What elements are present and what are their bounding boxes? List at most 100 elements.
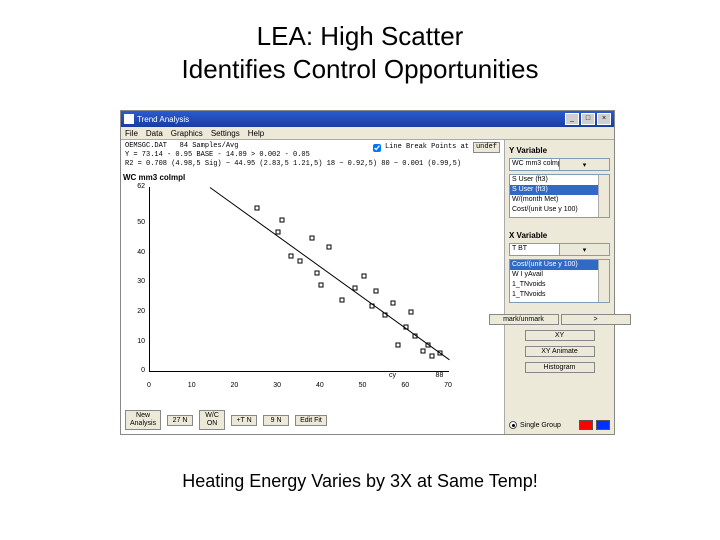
new-analysis-button[interactable]: NewAnalysis (125, 410, 161, 430)
color-swatch-1[interactable] (579, 420, 593, 430)
color-swatch-2[interactable] (596, 420, 610, 430)
menu-data[interactable]: Data (146, 129, 163, 138)
x-tick: 50 (355, 382, 371, 389)
info-stats: R2 = 0.708 (4.98,5 Sig) ~ 44.95 (2.83,5 … (125, 160, 500, 169)
data-point[interactable] (314, 271, 319, 276)
slide-caption: Heating Energy Varies by 3X at Same Temp… (0, 471, 720, 492)
group-radio-row: Single Group (509, 420, 610, 430)
x-label-extra: cy (384, 372, 400, 379)
x-var-combo[interactable]: T BT ▾ (509, 243, 610, 256)
x-tick: 10 (184, 382, 200, 389)
chevron-down-icon: ▾ (559, 244, 609, 255)
break-label: Line Break Points at (385, 143, 469, 152)
data-point[interactable] (421, 348, 426, 353)
app-icon (124, 114, 134, 124)
y-axis-label: WC mm3 colmpl (123, 173, 185, 182)
app-window: Trend Analysis _ □ × File Data Graphics … (120, 110, 615, 435)
title-line1: LEA: High Scatter (257, 21, 464, 51)
mark-next-button[interactable]: > (561, 314, 631, 325)
x-tick: 60 (397, 382, 413, 389)
data-point[interactable] (288, 253, 293, 258)
data-point[interactable] (276, 229, 281, 234)
x-tick: 0 (141, 382, 157, 389)
title-line2: Identifies Control Opportunities (182, 54, 539, 84)
y-tick: 20 (131, 308, 145, 315)
list-item[interactable]: S User (ft3) (510, 175, 598, 185)
y-tick: 0 (131, 367, 145, 374)
histogram-button[interactable]: Histogram (525, 362, 595, 373)
scrollbar[interactable] (598, 260, 609, 302)
list-item[interactable]: S User (ft3) (510, 185, 598, 195)
bottom-controls: NewAnalysis 27 N W/CON +T N 9 N Edit Fit (125, 410, 327, 430)
y-tick: 10 (131, 338, 145, 345)
data-point[interactable] (318, 283, 323, 288)
info-file: OEMSGC.DAT (125, 142, 167, 150)
x-tick: 20 (226, 382, 242, 389)
regression-line (210, 187, 450, 360)
y-tick: 30 (131, 278, 145, 285)
list-item[interactable]: Cost/(unit Use y 100) (510, 205, 598, 215)
menu-help[interactable]: Help (248, 129, 264, 138)
y-var-listbox[interactable]: S User (ft3) S User (ft3) W/(month Met) … (509, 174, 610, 218)
y-tick: 62 (131, 183, 145, 190)
y-var-combo-value: WC mm3 colmpl (510, 159, 559, 170)
titlebar[interactable]: Trend Analysis _ □ × (121, 111, 614, 127)
list-item[interactable]: Cost/(unit Use y 100) (510, 260, 598, 270)
data-point[interactable] (340, 298, 345, 303)
data-point[interactable] (280, 217, 285, 222)
edit-fit-button[interactable]: Edit Fit (295, 415, 327, 426)
x-tick: 30 (269, 382, 285, 389)
list-item[interactable]: W/(month Met) (510, 195, 598, 205)
data-point[interactable] (310, 235, 315, 240)
info-block: OEMSGC.DAT 84 Samples/Avg Line Break Poi… (125, 142, 500, 169)
menu-settings[interactable]: Settings (211, 129, 240, 138)
maximize-button[interactable]: □ (581, 113, 595, 125)
list-item[interactable]: 1_TNvoids (510, 290, 598, 300)
data-point[interactable] (408, 309, 413, 314)
scatter-plot[interactable] (149, 187, 449, 372)
radio-label: Single Group (520, 422, 561, 429)
data-point[interactable] (429, 354, 434, 359)
chevron-down-icon: ▾ (559, 159, 609, 170)
wc-on-button[interactable]: W/CON (199, 410, 225, 430)
spin3[interactable]: 9 N (263, 415, 289, 426)
info-samples: 84 Samples/Avg (180, 142, 239, 150)
x-tick: 70 (440, 382, 456, 389)
spin2[interactable]: +T N (231, 415, 257, 426)
menu-file[interactable]: File (125, 129, 138, 138)
window-title: Trend Analysis (137, 115, 189, 124)
data-point[interactable] (391, 301, 396, 306)
list-item[interactable]: W I yAvail (510, 270, 598, 280)
close-button[interactable]: × (597, 113, 611, 125)
x-tick: 40 (312, 382, 328, 389)
scrollbar[interactable] (598, 175, 609, 217)
xy-button[interactable]: XY (525, 330, 595, 341)
y-var-label: Y Variable (509, 146, 610, 155)
x-var-listbox[interactable]: Cost/(unit Use y 100) W I yAvail 1_TNvoi… (509, 259, 610, 303)
data-point[interactable] (374, 289, 379, 294)
break-checkbox[interactable] (373, 144, 381, 152)
data-point[interactable] (254, 206, 259, 211)
radio-single-group[interactable] (509, 421, 517, 429)
data-point[interactable] (361, 274, 366, 279)
slide-title: LEA: High Scatter Identifies Control Opp… (0, 0, 720, 85)
xy-animate-button[interactable]: XY Animate (525, 346, 595, 357)
x-var-label: X Variable (509, 231, 610, 240)
spin1[interactable]: 27 N (167, 415, 193, 426)
menubar: File Data Graphics Settings Help (121, 127, 614, 140)
y-tick: 50 (131, 219, 145, 226)
y-var-combo[interactable]: WC mm3 colmpl ▾ (509, 158, 610, 171)
chart-area: WC mm3 colmpl 0 10 20 30 40 50 62 0 10 20 30 40 50 60… (125, 173, 465, 393)
data-point[interactable] (297, 259, 302, 264)
menu-graphics[interactable]: Graphics (171, 129, 203, 138)
minimize-button[interactable]: _ (565, 113, 579, 125)
chart-pane: OEMSGC.DAT 84 Samples/Avg Line Break Poi… (121, 140, 504, 434)
data-point[interactable] (395, 342, 400, 347)
x-var-combo-value: T BT (510, 244, 559, 255)
list-item[interactable]: 1_TNvoids (510, 280, 598, 290)
x-label-extra: 88 (431, 372, 447, 379)
y-tick: 40 (131, 249, 145, 256)
break-value[interactable]: undef (473, 142, 500, 153)
data-point[interactable] (327, 244, 332, 249)
variable-panel: Y Variable WC mm3 colmpl ▾ S User (ft3) … (504, 140, 614, 434)
